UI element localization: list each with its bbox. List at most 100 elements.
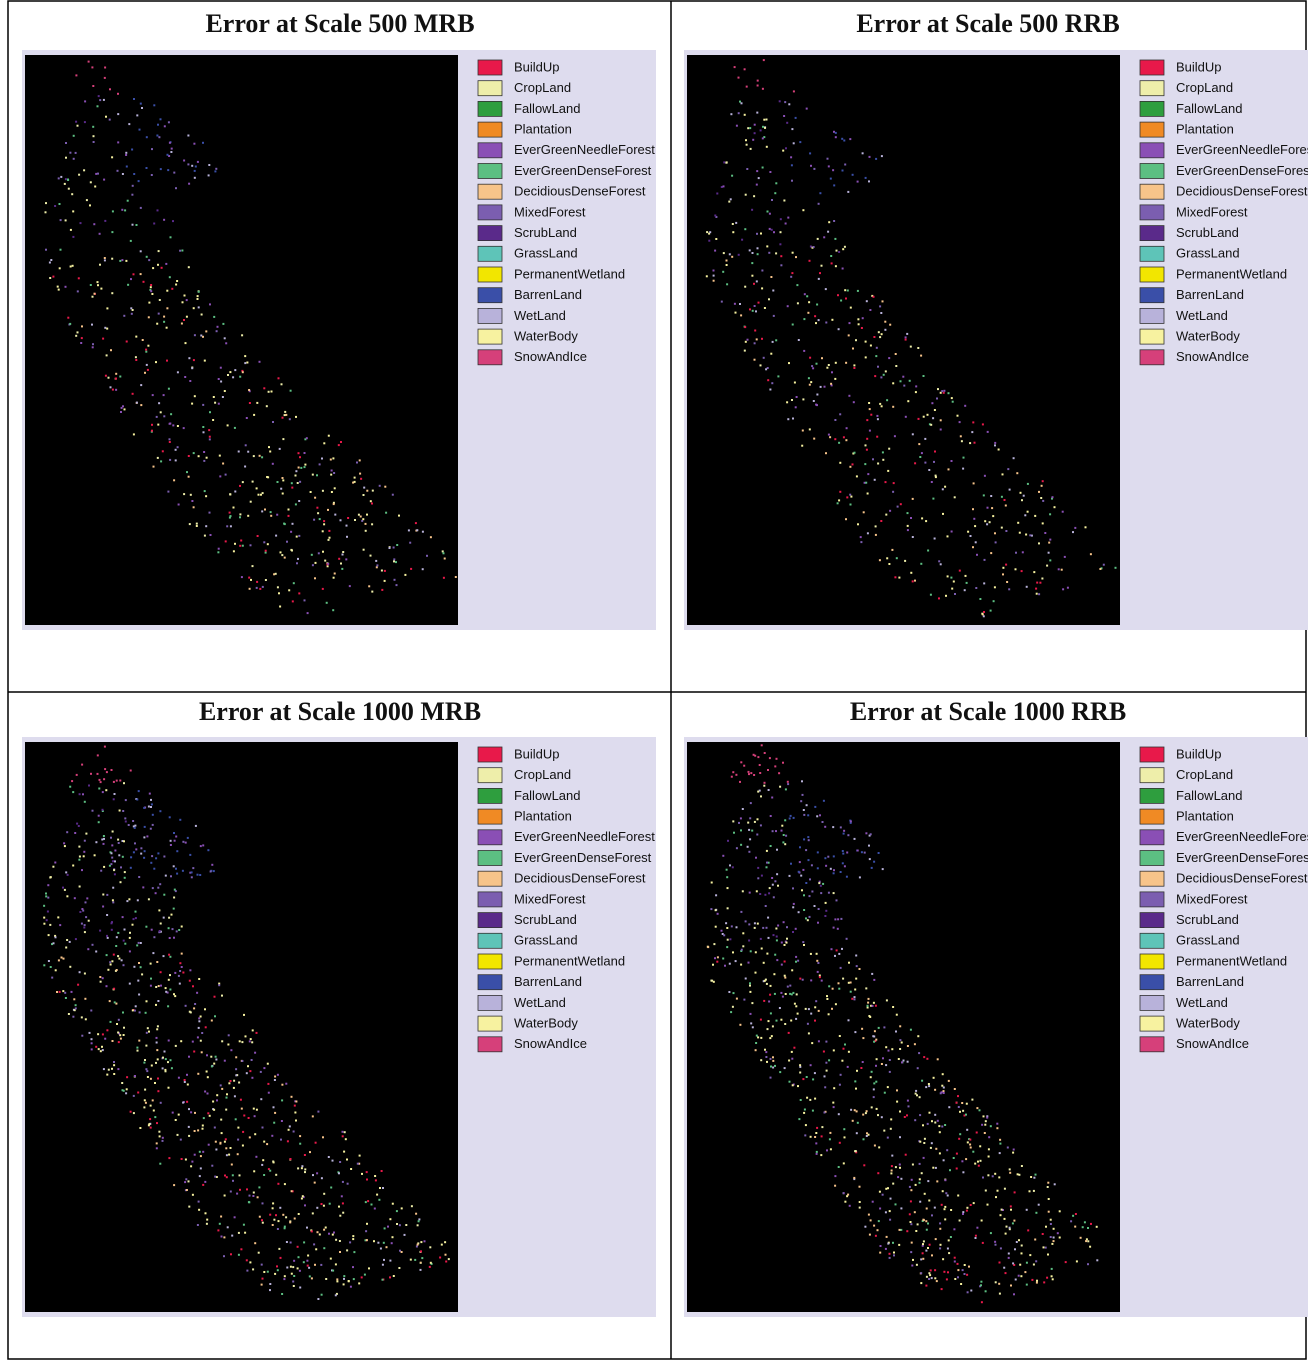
legend-label: Plantation [1176, 809, 1234, 824]
speckle [882, 868, 884, 870]
speckle [1021, 499, 1023, 501]
speckle [47, 911, 49, 913]
legend-label: ScrubLand [514, 912, 577, 927]
speckle [881, 1116, 883, 1118]
speckle [1038, 593, 1040, 595]
speckle [241, 334, 243, 336]
speckle [760, 1037, 762, 1039]
speckle [47, 897, 49, 899]
speckle [1021, 1252, 1023, 1254]
speckle [769, 213, 771, 215]
speckle [885, 514, 887, 516]
speckle [722, 271, 724, 273]
speckle [1029, 1190, 1031, 1192]
speckle [866, 419, 868, 421]
speckle [321, 1294, 323, 1296]
speckle [307, 612, 309, 614]
speckle [819, 976, 821, 978]
speckle [830, 178, 832, 180]
speckle [241, 1041, 243, 1043]
speckle [905, 1154, 907, 1156]
speckle [1009, 1168, 1011, 1170]
legend-swatch [478, 143, 502, 158]
speckle [963, 457, 965, 459]
speckle [213, 1109, 215, 1111]
speckle [140, 942, 142, 944]
speckle [199, 1175, 201, 1177]
speckle [157, 124, 159, 126]
speckle [870, 345, 872, 347]
speckle [950, 1236, 952, 1238]
speckle [235, 1074, 237, 1076]
speckle [146, 256, 148, 258]
speckle [80, 342, 82, 344]
speckle [843, 1048, 845, 1050]
speckle [777, 375, 779, 377]
speckle [1074, 1226, 1076, 1228]
speckle [382, 1264, 384, 1266]
speckle [140, 847, 142, 849]
speckle [65, 142, 67, 144]
speckle [75, 121, 77, 123]
speckle [948, 1106, 950, 1108]
speckle [865, 987, 867, 989]
speckle [821, 357, 823, 359]
speckle [901, 1042, 903, 1044]
speckle [239, 1189, 241, 1191]
speckle [156, 416, 158, 418]
speckle [816, 1153, 818, 1155]
speckle [957, 1276, 959, 1278]
speckle [830, 1148, 832, 1150]
speckle [740, 844, 742, 846]
speckle [45, 202, 47, 204]
legend-label: FallowLand [1176, 788, 1243, 803]
speckle [281, 1120, 283, 1122]
speckle [1054, 1183, 1056, 1185]
speckle [754, 359, 756, 361]
speckle [838, 1166, 840, 1168]
speckle [862, 317, 864, 319]
speckle [157, 1025, 159, 1027]
speckle [192, 1041, 194, 1043]
speckle [81, 337, 83, 339]
speckle [104, 257, 106, 259]
speckle [1026, 1209, 1028, 1211]
speckle [65, 157, 67, 159]
speckle [912, 433, 914, 435]
speckle [117, 955, 119, 957]
speckle [223, 1236, 225, 1238]
speckle [122, 810, 124, 812]
speckle [136, 799, 138, 801]
speckle [1115, 567, 1117, 569]
speckle [360, 478, 362, 480]
speckle [746, 144, 748, 146]
speckle [178, 929, 180, 931]
legend-label: BuildUp [1176, 59, 1222, 74]
speckle [971, 1099, 973, 1101]
speckle [728, 201, 730, 203]
speckle [919, 1114, 921, 1116]
speckle [922, 1124, 924, 1126]
speckle [185, 1178, 187, 1180]
speckle [957, 415, 959, 417]
speckle [1041, 578, 1043, 580]
speckle [807, 836, 809, 838]
speckle [1002, 473, 1004, 475]
speckle [84, 998, 86, 1000]
speckle [197, 161, 199, 163]
speckle [890, 1172, 892, 1174]
speckle [45, 249, 47, 251]
speckle [966, 1274, 968, 1276]
speckle [194, 177, 196, 179]
speckle [966, 1103, 968, 1105]
speckle [165, 991, 167, 993]
speckle [138, 962, 140, 964]
speckle [787, 781, 789, 783]
speckle [353, 1278, 355, 1280]
speckle [994, 532, 996, 534]
speckle [175, 187, 177, 189]
speckle [169, 937, 171, 939]
speckle [334, 573, 336, 575]
speckle [903, 1060, 905, 1062]
speckle [169, 423, 171, 425]
